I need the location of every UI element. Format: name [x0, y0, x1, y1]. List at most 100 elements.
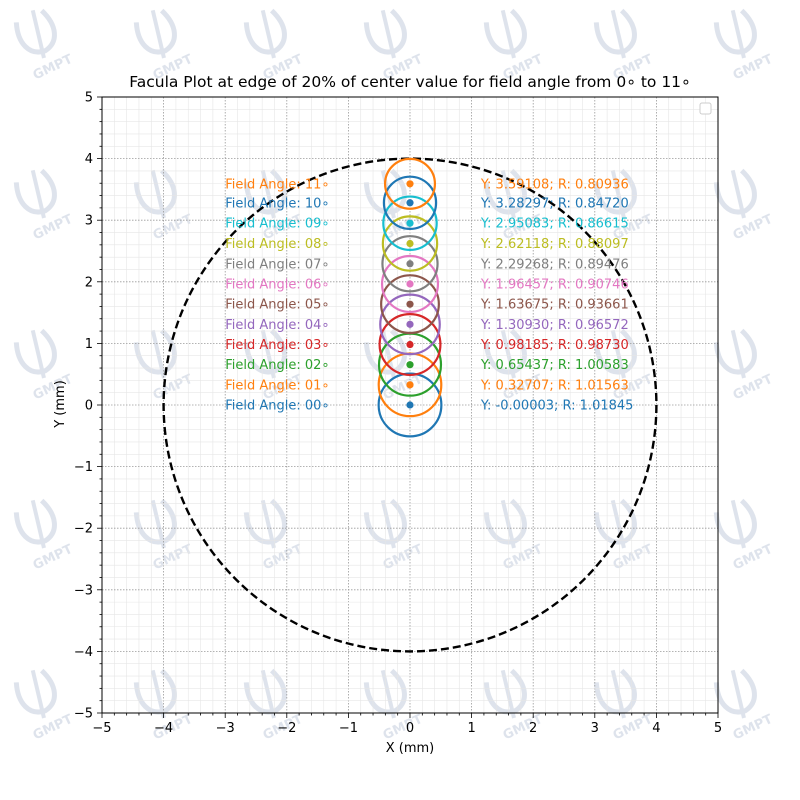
- watermark-logo-stroke: [150, 499, 166, 549]
- watermark-text: GMPT: [31, 542, 76, 573]
- watermark-logo-stroke: [730, 329, 746, 379]
- field-angle-label-11: Field Angle: 11∘: [225, 177, 329, 192]
- watermark-logo: GMPT: [133, 498, 195, 573]
- watermark-logo-stroke: [30, 329, 46, 379]
- watermark-logo-stroke: [380, 9, 396, 59]
- facula-center-5: [406, 300, 414, 308]
- y-tick-label: −3: [74, 583, 93, 598]
- watermark-logo-stroke: [610, 9, 626, 59]
- y-tick-label: 4: [85, 152, 93, 167]
- axes-layer: −5 −4 −3 −2 −1 0 1 2 3 4 5 −5 −4 −3 −2 −1 0 1 2 3 4 5: [74, 91, 722, 737]
- watermark-logo-stroke: [610, 669, 626, 719]
- watermark-text: GMPT: [731, 212, 776, 243]
- watermark-logo: GMPT: [363, 498, 426, 573]
- watermark-text: GMPT: [611, 712, 656, 743]
- watermark-logo-stroke: [30, 499, 46, 549]
- watermark-text: GMPT: [611, 542, 656, 573]
- watermark-text: GMPT: [31, 712, 76, 743]
- facula-center-1: [406, 381, 414, 389]
- watermark-logo-shape: [483, 668, 527, 715]
- x-axis-label: X (mm): [386, 741, 435, 756]
- y-tick-label: −1: [74, 460, 93, 475]
- boundary-circle: [162, 157, 658, 653]
- watermark-logo-shape: [363, 168, 407, 215]
- watermark-logo-stroke: [150, 669, 166, 719]
- facula-center-8: [406, 239, 414, 248]
- watermark-logo-shape: [13, 668, 57, 715]
- field-angle-label-2: Field Angle: 02∘: [225, 358, 329, 373]
- field-info-label-7: Y: 2.29268; R: 0.89476: [480, 257, 629, 272]
- field-angle-label-1: Field Angle: 01∘: [225, 378, 329, 393]
- field-info-label-9: Y: 2.95083; R: 0.86615: [480, 217, 629, 232]
- watermark-logo-shape: [713, 498, 757, 545]
- field-info-label-6: Y: 1.96457; R: 0.90746: [480, 277, 629, 292]
- watermark-logo-stroke: [260, 669, 276, 719]
- watermark-logo: GMPT: [133, 8, 195, 83]
- watermark-logo: GMPT: [243, 498, 305, 573]
- watermark-logo-stroke: [730, 9, 746, 59]
- watermark-text: GMPT: [381, 372, 426, 403]
- watermark-text: GMPT: [31, 212, 76, 243]
- watermark-logo-shape: [133, 498, 177, 545]
- watermark-logo-shape: [713, 328, 757, 375]
- field-angle-label-9: Field Angle: 09∘: [225, 217, 329, 232]
- facula-center-11: [406, 180, 414, 188]
- watermark-logo-stroke: [150, 169, 166, 219]
- watermark-logo-stroke: [730, 169, 746, 219]
- watermark-logo-shape: [363, 8, 407, 55]
- watermark-logo-shape: [483, 168, 527, 215]
- field-angle-label-7: Field Angle: 07∘: [225, 257, 329, 272]
- watermark-logo-shape: [483, 8, 527, 55]
- watermark-logo-stroke: [30, 9, 46, 59]
- watermark-text: GMPT: [501, 542, 546, 573]
- watermark-logo: GMPT: [13, 498, 76, 573]
- facula-circle-4: [379, 293, 441, 356]
- watermark-logo-stroke: [610, 329, 626, 379]
- watermark-logo: GMPT: [13, 8, 75, 83]
- facula-circle-11: [383, 157, 437, 210]
- watermark-layer: GMPT GMPT GMPT GMPT GMPT GMPT GMPT GMPT GMPT GMPT…: [13, 8, 776, 743]
- facula-circle-5: [380, 274, 440, 335]
- x-tick-label: 4: [652, 721, 660, 736]
- watermark-text: GMPT: [731, 372, 776, 403]
- field-info-label-4: Y: 1.30930; R: 0.96572: [480, 318, 629, 333]
- watermark-logo-shape: [593, 8, 637, 55]
- watermark-logo-stroke: [380, 669, 396, 719]
- y-tick-label: −2: [74, 522, 93, 537]
- facula-center-4: [406, 320, 414, 328]
- watermark-logo-stroke: [260, 499, 276, 549]
- field-info-label-3: Y: 0.98185; R: 0.98730: [480, 338, 629, 353]
- field-angle-label-8: Field Angle: 08∘: [225, 237, 329, 252]
- watermark-text: GMPT: [501, 712, 546, 743]
- facula-circle-0: [377, 372, 443, 438]
- x-tick-label: −3: [216, 721, 235, 736]
- x-tick-label: 0: [406, 721, 414, 736]
- x-tick-label: −1: [339, 721, 358, 736]
- x-tick-label: 5: [714, 721, 722, 736]
- watermark-logo-stroke: [30, 669, 46, 719]
- watermark-logo: GMPT: [13, 668, 76, 743]
- field-info-label-10: Y: 3.28297; R: 0.84720: [480, 196, 629, 211]
- field-angle-label-0: Field Angle: 00∘: [225, 399, 329, 414]
- chart-title: Facula Plot at edge of 20% of center val…: [129, 73, 691, 91]
- watermark-logo: GMPT: [593, 8, 655, 83]
- watermark-logo: GMPT: [363, 328, 426, 403]
- y-tick-label: 1: [85, 337, 93, 352]
- watermark-logo: GMPT: [13, 168, 76, 243]
- watermark-text: GMPT: [731, 52, 776, 83]
- watermark-logo-stroke: [610, 499, 626, 549]
- facula-center-9: [406, 219, 414, 227]
- x-tick-label: −5: [92, 721, 111, 736]
- field-angle-label-10: Field Angle: 10∘: [225, 196, 329, 211]
- watermark-logo-shape: [13, 328, 57, 375]
- facula-center-10: [406, 199, 414, 207]
- watermark-logo-stroke: [730, 669, 746, 719]
- watermark-logo-shape: [713, 668, 757, 715]
- watermark-logo-stroke: [610, 169, 626, 219]
- watermark-logo-shape: [243, 8, 287, 55]
- watermark-text: GMPT: [381, 542, 426, 573]
- watermark-logo: GMPT: [243, 8, 305, 83]
- facula-circle-3: [378, 313, 442, 377]
- watermark-logo-stroke: [30, 169, 46, 219]
